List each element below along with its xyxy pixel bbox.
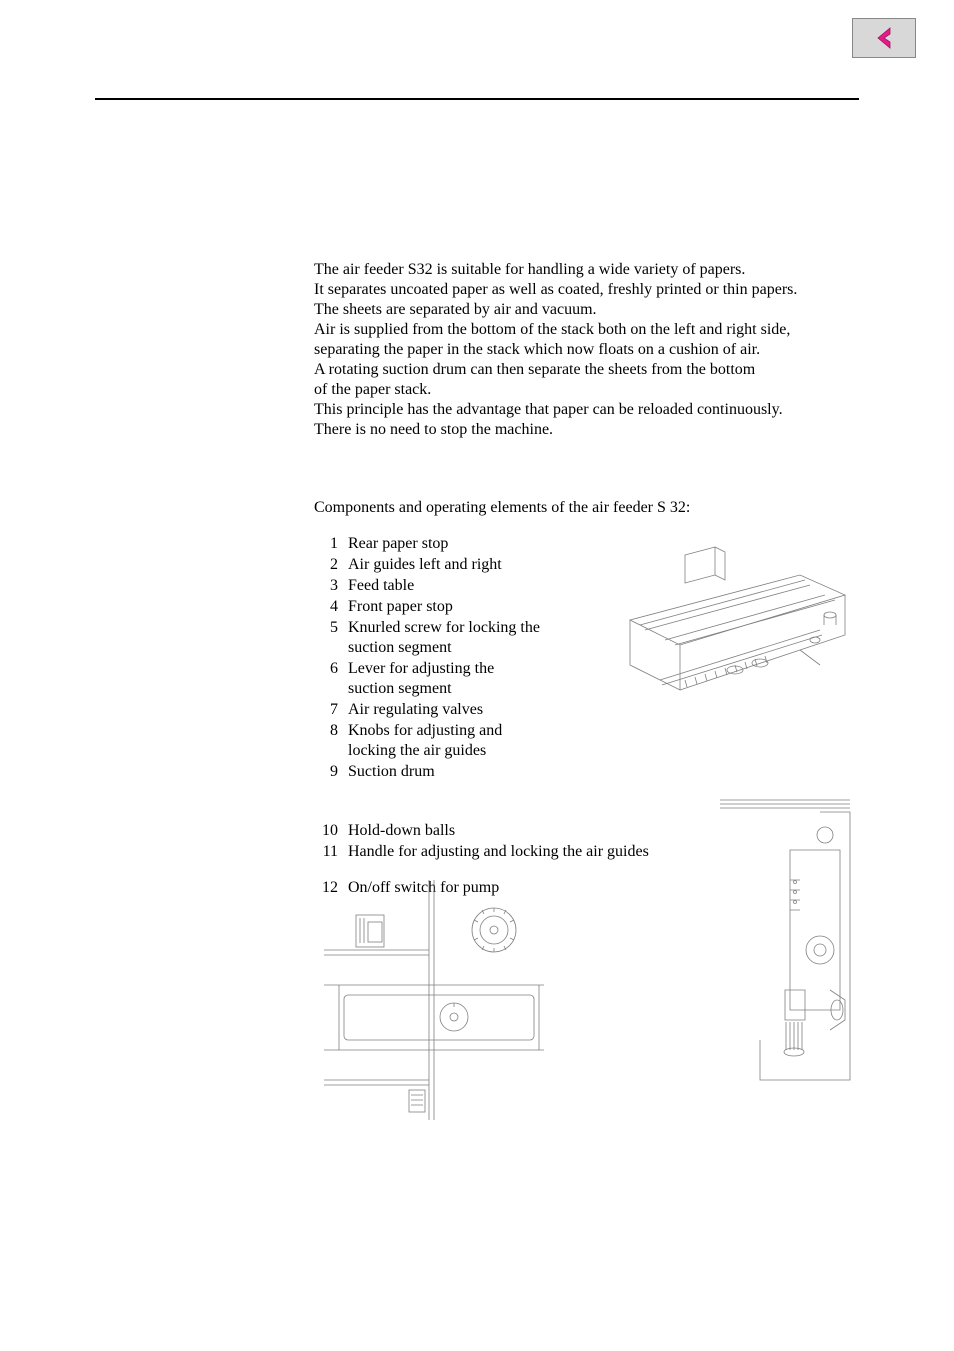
component-text: Suction drum — [348, 762, 544, 782]
component-item: 2 Air guides left and right — [314, 555, 544, 575]
component-number: 9 — [314, 762, 338, 782]
component-text: Handle for adjusting and locking the air… — [348, 842, 674, 862]
component-number: 7 — [314, 700, 338, 720]
component-text: Rear paper stop — [348, 534, 544, 554]
component-text: Knobs for adjusting and locking the air … — [348, 721, 544, 761]
intro-line: This principle has the advantage that pa… — [314, 400, 859, 420]
component-item: 1 Rear paper stop — [314, 534, 544, 554]
component-item: 5Knurled screw for locking the suction s… — [314, 618, 544, 658]
component-number: 5 — [314, 618, 338, 658]
component-number: 2 — [314, 555, 338, 575]
intro-line: Air is supplied from the bottom of the s… — [314, 320, 859, 340]
component-text: Knurled screw for locking the suction se… — [348, 618, 544, 658]
feeder-side-diagram — [690, 790, 860, 1090]
feeder-isometric-diagram — [620, 525, 855, 740]
component-item: 11 Handle for adjusting and locking the a… — [314, 842, 674, 862]
intro-line: The air feeder S32 is suitable for handl… — [314, 260, 859, 280]
component-number: 6 — [314, 659, 338, 699]
intro-line: The sheets are separated by air and vacu… — [314, 300, 859, 320]
intro-line: It separates uncoated paper as well as c… — [314, 280, 859, 300]
component-item: 10 Hold-down balls — [314, 821, 674, 841]
component-item: 3 Feed table — [314, 576, 544, 596]
component-text: Lever for adjusting the suction segment — [348, 659, 544, 699]
component-text: Air regulating valves — [348, 700, 544, 720]
component-number: 1 — [314, 534, 338, 554]
components-list-b: 10 Hold-down balls 11 Handle for adjusting … — [314, 821, 674, 862]
intro-line: There is no need to stop the machine. — [314, 420, 859, 440]
component-item: 9 Suction drum — [314, 762, 544, 782]
components-subhead: Components and operating elements of the… — [314, 498, 859, 518]
intro-line: separating the paper in the stack which … — [314, 340, 859, 360]
component-number: 11 — [314, 842, 338, 862]
intro-paragraph: The air feeder S32 is suitable for handl… — [314, 260, 859, 440]
component-item: 6Lever for adjusting the suction segment — [314, 659, 544, 699]
pump-switch-diagram — [314, 880, 549, 1120]
component-text: Hold-down balls — [348, 821, 674, 841]
component-item: 7 Air regulating valves — [314, 700, 544, 720]
component-text: Air guides left and right — [348, 555, 544, 575]
component-number: 4 — [314, 597, 338, 617]
back-button[interactable] — [852, 18, 916, 58]
intro-line: A rotating suction drum can then separat… — [314, 360, 859, 380]
component-number: 8 — [314, 721, 338, 761]
intro-line: of the paper stack. — [314, 380, 859, 400]
header-rule — [95, 98, 859, 100]
component-text: Front paper stop — [348, 597, 544, 617]
back-arrow-icon — [870, 24, 898, 52]
component-item: 4 Front paper stop — [314, 597, 544, 617]
component-text: Feed table — [348, 576, 544, 596]
component-number: 3 — [314, 576, 338, 596]
component-item: 8Knobs for adjusting and locking the air… — [314, 721, 544, 761]
component-number: 10 — [314, 821, 338, 841]
